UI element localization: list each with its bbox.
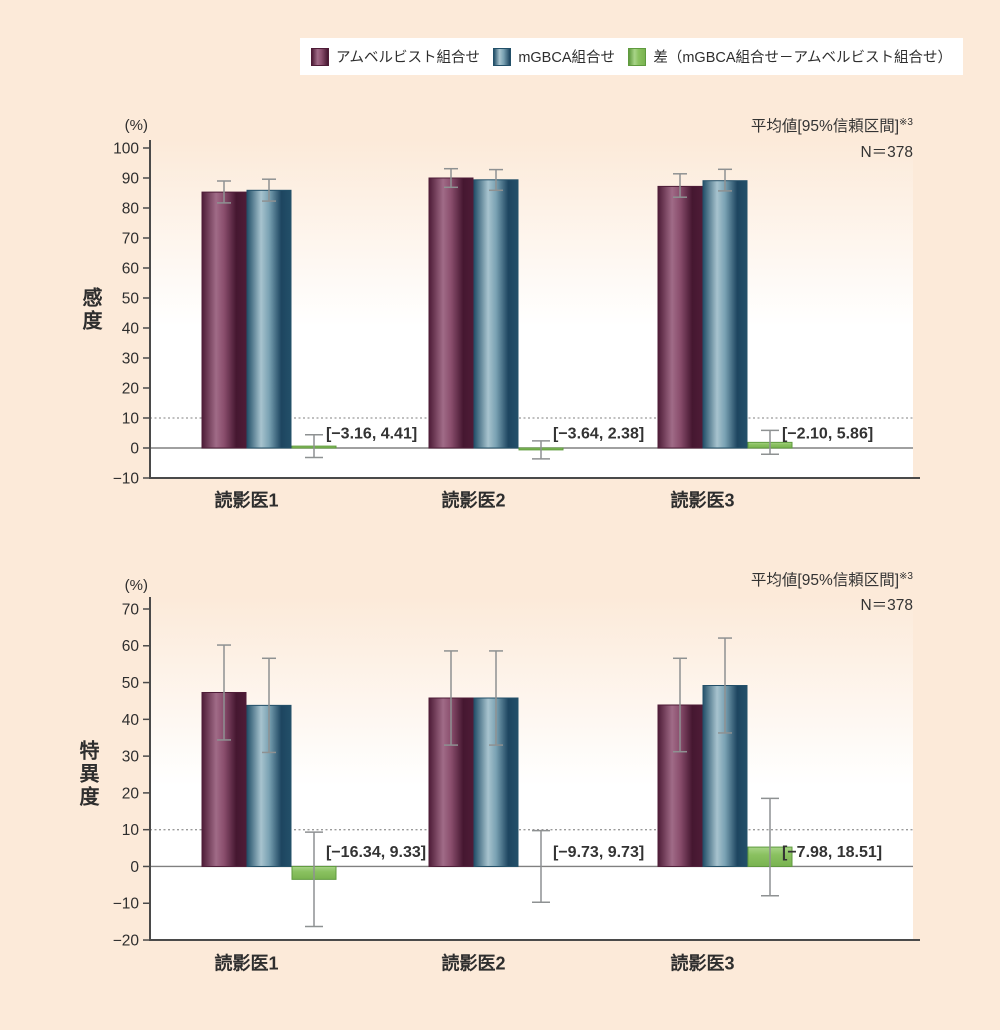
n-count-bottom: N＝378 [860, 597, 913, 614]
svg-text:50: 50 [122, 290, 140, 307]
svg-text:90: 90 [122, 170, 140, 187]
svg-text:読影医1: 読影医1 [214, 952, 278, 973]
mean-ci-text: 平均値[95%信頼区間] [750, 572, 900, 589]
svg-text:70: 70 [122, 601, 140, 618]
n-count-top: N＝378 [860, 144, 913, 161]
svg-text:読影医2: 読影医2 [441, 489, 505, 510]
svg-text:60: 60 [122, 638, 140, 655]
legend-item-label: 差（mGBCA組合せ－アムベルビスト組合せ） [653, 50, 952, 66]
svg-text:100: 100 [113, 140, 139, 157]
svg-text:[−7.98, 18.51]: [−7.98, 18.51] [782, 844, 882, 861]
unit-label-top: (%) [124, 117, 148, 134]
svg-text:20: 20 [122, 785, 140, 802]
unit-label-bottom: (%) [124, 577, 148, 594]
svg-text:読影医2: 読影医2 [441, 952, 505, 973]
svg-text:[−3.16, 4.41]: [−3.16, 4.41] [326, 426, 417, 443]
legend-item-mgbca: mGBCA組合せ [493, 46, 615, 67]
svg-text:[−16.34, 9.33]: [−16.34, 9.33] [326, 844, 426, 861]
svg-text:60: 60 [122, 260, 140, 277]
svg-text:10: 10 [122, 410, 140, 427]
footnote-ref: ※3 [899, 116, 913, 128]
svg-text:−10: −10 [113, 896, 140, 913]
svg-text:−10: −10 [113, 470, 140, 487]
y-axis-title-specificity: 特異度 [76, 740, 98, 809]
svg-text:10: 10 [122, 822, 140, 839]
mean-ci-note-top: 平均値[95%信頼区間]※3 [751, 114, 913, 136]
legend-item-difference: 差（mGBCA組合せ－アムベルビスト組合せ） [628, 46, 952, 67]
svg-text:[−9.73, 9.73]: [−9.73, 9.73] [553, 844, 644, 861]
legend: アムベルビスト組合せ mGBCA組合せ 差（mGBCA組合せ－アムベルビスト組合… [300, 38, 963, 75]
legend-item-label: アムベルビスト組合せ [336, 50, 480, 66]
svg-text:20: 20 [122, 380, 140, 397]
footnote-ref: ※3 [899, 570, 913, 582]
mgbca-swatch-icon [493, 47, 512, 66]
svg-text:40: 40 [122, 712, 140, 729]
svg-text:0: 0 [130, 859, 139, 876]
difference-swatch-icon [628, 47, 647, 66]
svg-text:70: 70 [122, 230, 140, 247]
svg-text:読影医3: 読影医3 [670, 952, 734, 973]
svg-text:0: 0 [130, 440, 139, 457]
mean-ci-text: 平均値[95%信頼区間] [750, 118, 900, 135]
svg-text:[−2.10, 5.86]: [−2.10, 5.86] [782, 426, 873, 443]
svg-text:80: 80 [122, 200, 140, 217]
svg-text:−20: −20 [113, 932, 140, 949]
legend-item-amberbist: アムベルビスト組合せ [311, 46, 480, 67]
y-axis-title-sensitivity: 感度 [79, 287, 101, 333]
svg-text:[−3.64, 2.38]: [−3.64, 2.38] [553, 426, 644, 443]
svg-text:40: 40 [122, 320, 140, 337]
svg-text:50: 50 [122, 675, 140, 692]
svg-text:30: 30 [122, 749, 140, 766]
svg-text:読影医3: 読影医3 [670, 489, 734, 510]
mean-ci-note-bottom: 平均値[95%信頼区間]※3 [751, 568, 913, 590]
svg-text:30: 30 [122, 350, 140, 367]
legend-item-label: mGBCA組合せ [518, 50, 615, 66]
svg-text:読影医1: 読影医1 [214, 489, 278, 510]
amberbist-swatch-icon [311, 47, 329, 66]
